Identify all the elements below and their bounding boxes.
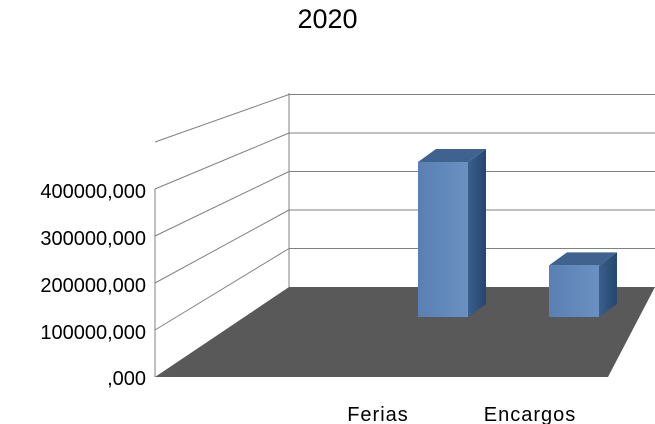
x-axis-categories: Ferias Encargos: [347, 404, 577, 424]
chart-title: 2020: [297, 4, 358, 34]
bar-top: [549, 252, 617, 266]
category-label-ferias: Ferias: [347, 404, 409, 424]
bar-side: [599, 252, 617, 317]
bar-1: [549, 252, 617, 317]
bar-top: [418, 149, 486, 162]
bar-front: [549, 265, 599, 317]
y-tick-label-2: 200000,000: [40, 275, 146, 297]
category-label-encargos: Encargos: [484, 404, 577, 424]
left-wall-gridline: [154, 248, 290, 331]
bars: [418, 149, 617, 317]
y-tick-label-4: 400000,000: [40, 181, 146, 203]
bar-0: [418, 149, 486, 317]
left-wall-gridline: [154, 171, 290, 237]
left-wall-gridline: [154, 94, 290, 143]
y-tick-label-0: ,000: [107, 368, 146, 390]
y-tick-label-1: 100000,000: [40, 322, 146, 344]
chart-floor: [155, 287, 655, 377]
y-tick-label-3: 300000,000: [40, 228, 146, 250]
y-axis-ticks: ,000 100000,000 200000,000 300000,000 40…: [40, 181, 146, 390]
bar-side: [468, 149, 486, 317]
floor-plane: [155, 287, 655, 377]
left-wall-gridline: [154, 132, 290, 190]
bar-front: [418, 162, 468, 317]
left-wall-gridline: [154, 209, 290, 284]
